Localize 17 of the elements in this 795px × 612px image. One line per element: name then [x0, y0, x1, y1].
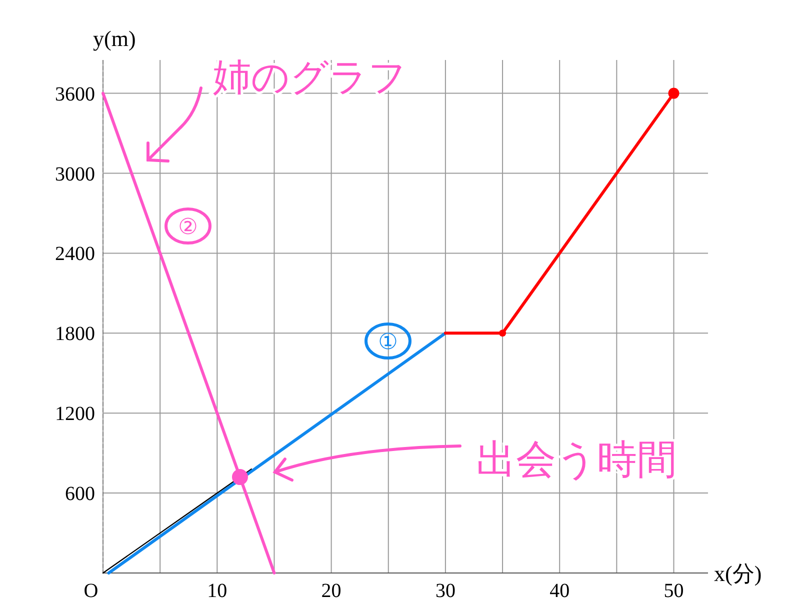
annotation: ①: [378, 330, 398, 355]
annotation: ②: [178, 215, 198, 240]
x-axis-title: x(分): [714, 561, 762, 586]
y-tick-label: 600: [65, 483, 95, 506]
x-tick-label: 20: [321, 580, 342, 602]
y-tick-label: 3000: [55, 163, 95, 186]
x-tick-label: O: [84, 580, 98, 602]
y-tick-label: 1800: [55, 323, 95, 346]
y-tick-label: 1200: [55, 403, 95, 426]
y-tick-label: 3600: [55, 83, 95, 106]
x-tick-label: 10: [207, 580, 228, 602]
x-tick-label: 40: [550, 580, 570, 602]
x-tick-label: 50: [664, 580, 684, 602]
point: [232, 469, 248, 486]
x-tick-label: 30: [435, 580, 456, 602]
y-tick-label: 2400: [55, 243, 95, 266]
y-axis-title: y(m): [93, 26, 136, 51]
